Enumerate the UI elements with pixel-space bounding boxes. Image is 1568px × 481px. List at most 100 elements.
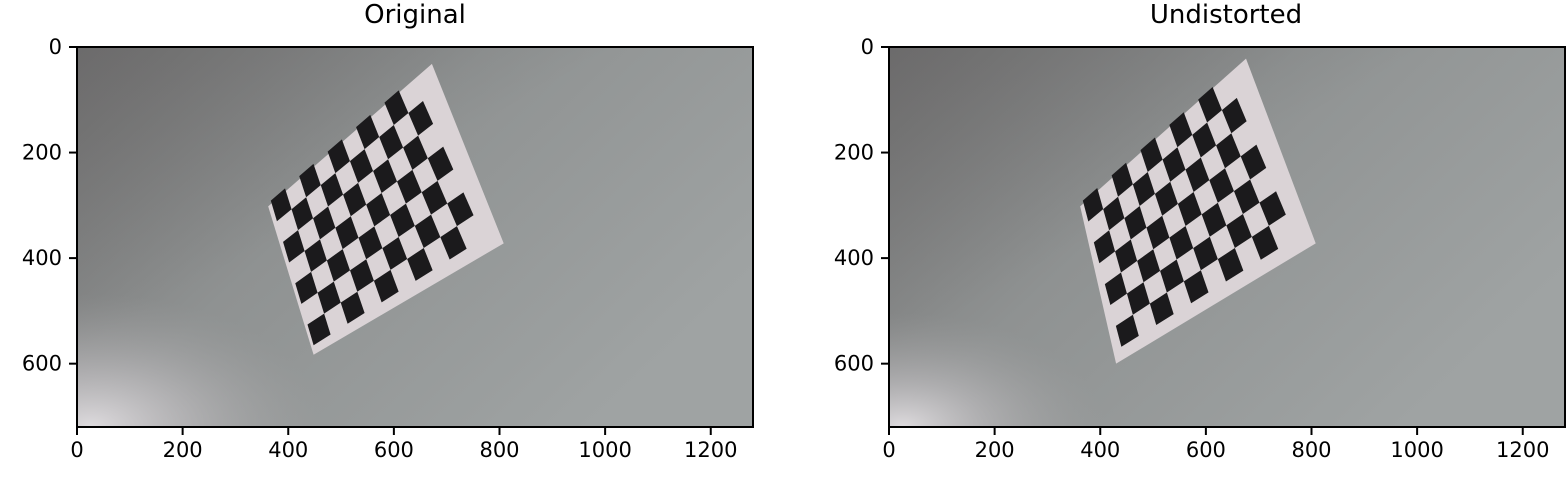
checker-square <box>349 149 374 183</box>
checker-square <box>1209 168 1234 203</box>
checker-square <box>1104 272 1127 306</box>
checker-square <box>403 135 428 170</box>
checker-square <box>1093 230 1116 264</box>
checker-square <box>366 193 391 227</box>
checker-square <box>1198 87 1222 123</box>
checker-square <box>299 163 321 198</box>
x-tick-label: 400 <box>268 438 308 462</box>
checker-square <box>1221 97 1247 134</box>
x-tick-label: 0 <box>70 438 83 462</box>
y-tick-label: 600 <box>22 352 62 376</box>
checker-square <box>1183 270 1209 304</box>
x-tick-label: 1000 <box>1390 438 1443 462</box>
checker-square <box>1192 122 1217 158</box>
checker-square <box>270 188 292 222</box>
checker-square <box>291 197 314 231</box>
checker-square <box>343 182 367 217</box>
checker-square <box>384 90 409 126</box>
checker-square <box>421 180 448 215</box>
checker-square <box>1146 215 1170 250</box>
checkerboard-squares <box>1082 87 1286 347</box>
panel-undistorted: Undistorted 0 200 400 600 800 1000 1200 0 200 400 6… <box>834 0 1566 462</box>
checker-square <box>408 100 434 136</box>
checker-square <box>358 226 383 260</box>
x-tick-label: 600 <box>374 438 414 462</box>
x-tick-label: 1200 <box>684 438 737 462</box>
checker-square <box>304 239 327 272</box>
checker-square <box>327 139 350 174</box>
axes-frame <box>76 46 754 428</box>
x-tick-label: 800 <box>1291 438 1331 462</box>
checker-square <box>373 269 399 303</box>
checker-square <box>340 291 365 324</box>
checker-square <box>283 230 305 263</box>
checker-square <box>1185 157 1210 193</box>
x-tick-label: 200 <box>163 438 203 462</box>
x-tick-label: 1000 <box>578 438 631 462</box>
checker-square <box>320 173 344 207</box>
x-tick-label: 800 <box>479 438 519 462</box>
y-tick-label: 200 <box>834 141 874 165</box>
checker-square <box>407 248 433 281</box>
checker-square <box>440 226 467 260</box>
checker-square <box>1082 187 1104 222</box>
checker-square <box>427 146 454 181</box>
checker-square <box>349 259 374 292</box>
y-tick-label: 600 <box>834 352 874 376</box>
y-tick-label: 200 <box>22 141 62 165</box>
x-tick-label: 0 <box>882 438 895 462</box>
x-tick-label: 200 <box>975 438 1015 462</box>
checker-square <box>1169 226 1194 260</box>
checker-square <box>382 236 408 270</box>
checkerboard-squares <box>270 90 474 346</box>
checker-square <box>335 216 359 250</box>
checker-square <box>1115 239 1138 273</box>
checker-square <box>313 206 336 240</box>
checker-square <box>1162 147 1186 182</box>
checker-square <box>1201 202 1227 237</box>
checker-square <box>356 114 380 150</box>
photo-image <box>889 47 1565 427</box>
x-tick-label: 1200 <box>1496 438 1549 462</box>
x-tick-label: 600 <box>1186 438 1226 462</box>
x-tick-label: 400 <box>1080 438 1120 462</box>
y-tick-label: 400 <box>22 246 62 270</box>
photo-image <box>77 47 753 427</box>
checker-square <box>1240 144 1267 180</box>
checker-square <box>1126 282 1150 315</box>
axes-frame <box>888 46 1566 428</box>
checker-square <box>1193 236 1218 271</box>
checker-square <box>379 125 404 160</box>
checker-square <box>1154 181 1178 216</box>
checker-square <box>295 271 318 304</box>
checker-square <box>317 281 341 314</box>
checker-square <box>1259 191 1286 226</box>
checker-square <box>307 313 331 346</box>
checker-square <box>1251 225 1279 260</box>
checker-square <box>1140 137 1163 173</box>
checker-square <box>414 214 441 249</box>
checker-square <box>326 249 350 282</box>
checker-square <box>1124 206 1147 240</box>
checker-square <box>1216 133 1241 169</box>
checker-square <box>1233 179 1260 215</box>
checker-square <box>373 159 397 194</box>
checker-square <box>396 169 422 204</box>
y-tick-label: 400 <box>834 246 874 270</box>
checker-square <box>1217 248 1244 282</box>
checker-square <box>1103 196 1125 231</box>
checker-square <box>1226 214 1252 249</box>
checker-square <box>1169 112 1193 148</box>
checker-square <box>390 203 415 237</box>
y-tick-label: 0 <box>861 35 874 59</box>
y-tick-label: 0 <box>49 35 62 59</box>
checker-square <box>1149 292 1174 326</box>
panel-title: Undistorted <box>1150 0 1302 30</box>
panel-original: Original 0 200 400 600 800 1000 1200 0 200 400 600 <box>22 0 754 462</box>
checker-square <box>1132 172 1155 207</box>
checker-square <box>1177 192 1202 227</box>
checker-square <box>447 192 474 227</box>
checker-square <box>1137 249 1161 283</box>
panel-title: Original <box>364 0 466 30</box>
